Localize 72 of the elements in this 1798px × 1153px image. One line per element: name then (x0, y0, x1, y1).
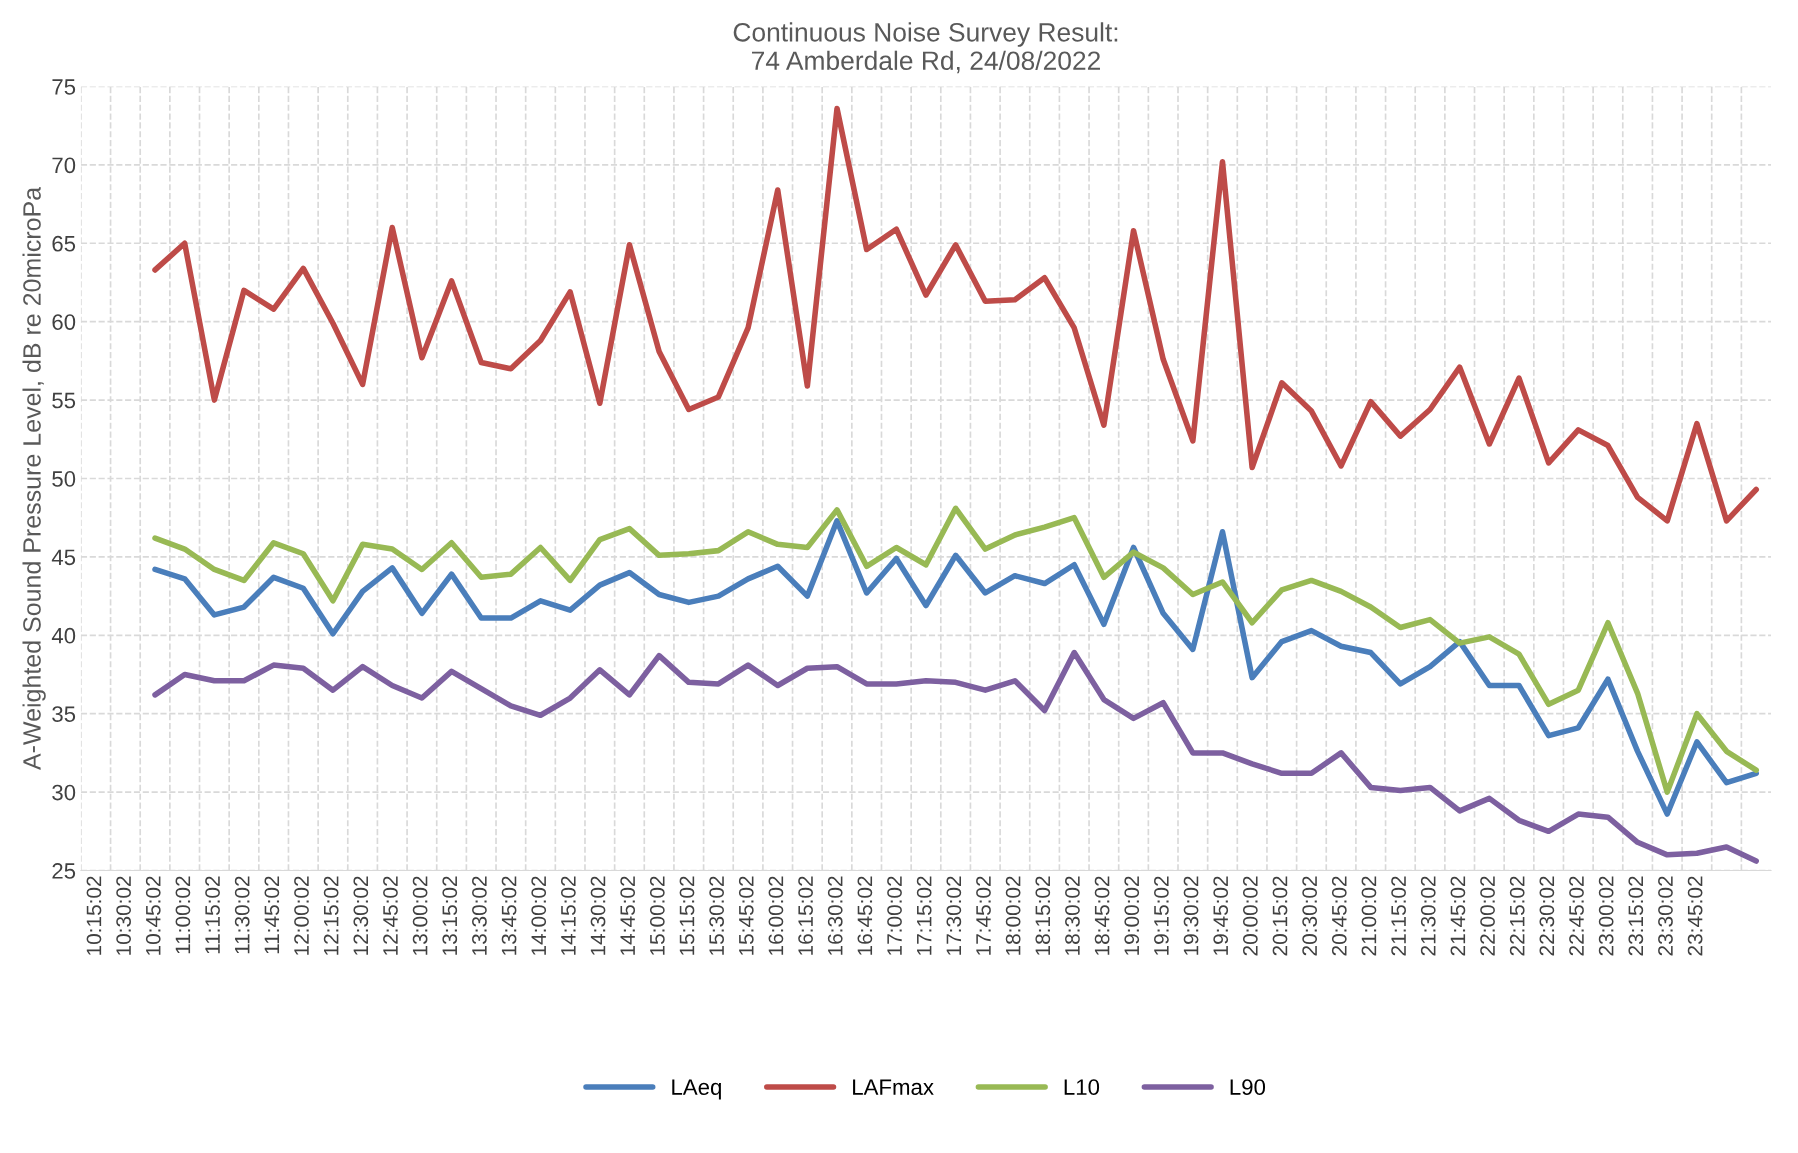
x-tick-label: 19:45:02 (1213, 876, 1229, 955)
y-tick-label: 30 (52, 784, 76, 801)
x-tick-label: 14:30:02 (590, 876, 606, 955)
legend-label: LAFmax (853, 1079, 934, 1096)
x-tick-label: 23:45:02 (1687, 876, 1703, 956)
x-tick-label: 15:15:02 (679, 876, 695, 955)
x-tick-label: 14:00:02 (531, 876, 547, 955)
legend-label: LAeq (672, 1079, 721, 1100)
x-tick-label: 10:45:02 (145, 876, 161, 955)
x-tick-label: 11:00:02 (175, 876, 191, 954)
y-tick-label: 40 (51, 627, 76, 644)
x-tick-label: 17:30:02 (946, 876, 962, 955)
x-tick-label: 12:15:02 (323, 876, 339, 955)
x-tick-label: 11:15:02 (205, 876, 220, 954)
x-tick-label: 12:30:02 (353, 876, 369, 955)
x-tick-label: 23:15:02 (1628, 876, 1644, 956)
y-axis-title: A-Weighted Sound Pressure Level, dB re 20microPa (22, 186, 46, 771)
x-tick-label: 22:30:02 (1539, 876, 1555, 956)
x-tick-label: 16:00:02 (768, 876, 784, 955)
x-tick-label: 15:30:02 (709, 876, 724, 955)
x-tick-label: 22:00:02 (1480, 876, 1495, 956)
x-tick-label: 12:45:02 (383, 876, 398, 955)
x-tick-label: 19:00:02 (1124, 876, 1140, 955)
x-tick-label: 17:00:02 (887, 876, 902, 955)
legend-label: L10 (1064, 1079, 1100, 1096)
y-tick-label: 45 (51, 549, 76, 566)
x-tick-label: 15:45:02 (738, 876, 754, 955)
x-tick-label: 23:30:02 (1658, 876, 1673, 956)
x-tick-label: 11:45:02 (264, 876, 280, 954)
x-tick-label: 20:00:02 (1242, 876, 1258, 956)
x-tick-label: 15:00:02 (649, 876, 665, 955)
x-tick-label: 22:15:02 (1509, 876, 1525, 956)
y-tick-label: 60 (52, 314, 76, 330)
x-tick-label: 18:45:02 (1094, 876, 1110, 955)
x-tick-label: 18:30:02 (1065, 876, 1080, 955)
x-tick-label: 20:15:02 (1272, 876, 1288, 956)
y-tick-label: 50 (52, 471, 76, 487)
y-tick-label: 65 (52, 235, 76, 252)
y-tick-label: 35 (52, 706, 76, 722)
legend-label: L90 (1230, 1079, 1266, 1096)
x-tick-label: 20:30:02 (1302, 876, 1318, 956)
x-tick-label: 19:30:02 (1183, 876, 1199, 955)
x-tick-label: 22:45:02 (1569, 876, 1584, 956)
x-tick-label: 13:45:02 (501, 876, 517, 955)
x-tick-label: 13:00:02 (412, 876, 428, 955)
x-tick-label: 21:45:02 (1450, 876, 1466, 956)
x-tick-label: 21:30:02 (1420, 876, 1436, 956)
x-tick-label: 23:00:02 (1598, 876, 1614, 956)
x-tick-label: 10:30:02 (116, 876, 131, 955)
x-tick-label: 20:45:02 (1331, 876, 1347, 956)
x-tick-label: 16:45:02 (857, 876, 873, 955)
x-tick-label: 14:15:02 (561, 876, 576, 955)
x-tick-label: 19:15:02 (1154, 876, 1169, 955)
chart-title: Continuous Noise Survey Result: 74 Amberdale Rd, 24/08/2022 (733, 22, 1118, 74)
y-tick-label: 55 (52, 392, 76, 409)
x-tick-label: 18:15:02 (1035, 876, 1051, 955)
x-tick-label: 10:15:02 (86, 876, 102, 955)
x-tick-label: 17:15:02 (916, 876, 932, 955)
y-tick-label: 75 (52, 79, 76, 95)
x-tick-label: 21:15:02 (1391, 876, 1406, 956)
x-tick-label: 16:30:02 (827, 876, 843, 955)
x-tick-label: 18:00:02 (1005, 876, 1021, 955)
x-tick-label: 12:00:02 (294, 876, 309, 955)
x-tick-label: 13:15:02 (442, 876, 458, 955)
y-tick-label: 25 (52, 863, 76, 879)
x-tick-label: 17:45:02 (976, 876, 991, 955)
x-tick-label: 13:30:02 (472, 876, 487, 955)
x-tick-label: 11:30:02 (234, 876, 250, 954)
x-tick-label: 14:45:02 (620, 876, 636, 955)
y-tick-label: 70 (52, 157, 76, 174)
x-tick-label: 16:15:02 (798, 876, 813, 955)
x-tick-label: 21:00:02 (1361, 876, 1377, 956)
